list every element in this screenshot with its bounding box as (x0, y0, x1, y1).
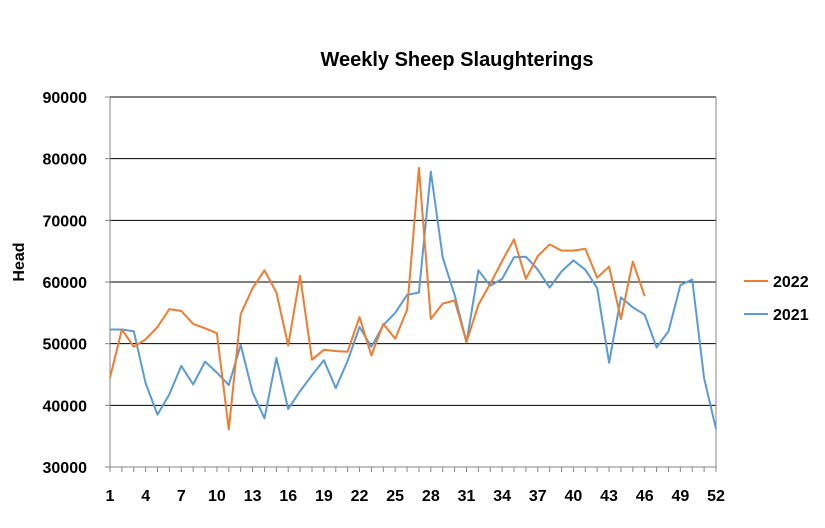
series-lines (109, 166, 717, 431)
legend: 2022 2021 (744, 274, 809, 324)
y-tick-label: 50000 (43, 337, 88, 354)
x-tick-label: 13 (244, 488, 262, 505)
gridlines (110, 96, 716, 406)
chart-title: Weekly Sheep Slaughterings (320, 49, 593, 71)
x-tick-label: 19 (315, 488, 333, 505)
x-tick-label: 7 (177, 488, 186, 505)
y-tick-labels: 30000 40000 50000 60000 70000 80000 90000 (43, 90, 88, 477)
x-tick-label: 34 (493, 488, 511, 505)
x-tick-label: 49 (671, 488, 689, 505)
series-line-2021 (110, 170, 717, 430)
x-tick-label: 1 (106, 488, 115, 505)
x-tick-label: 31 (458, 488, 476, 505)
x-tick-label: 28 (422, 488, 440, 505)
x-tick-label: 43 (600, 488, 618, 505)
x-tick-label: 25 (386, 488, 404, 505)
x-tick-labels: 1 4 7 10 13 16 19 22 25 28 31 34 37 40 43 46 49 52 (106, 488, 725, 505)
x-tick-label: 4 (141, 488, 150, 505)
y-tick-label: 90000 (43, 90, 88, 107)
axes (105, 96, 717, 472)
x-tick-label: 16 (279, 488, 297, 505)
y-tick-label: 80000 (43, 152, 88, 169)
legend-label-2021: 2021 (773, 307, 809, 324)
legend-label-2022: 2022 (773, 274, 809, 291)
y-tick-label: 60000 (43, 275, 88, 292)
y-axis-label: Head (11, 242, 28, 281)
x-tick-label: 46 (636, 488, 654, 505)
x-tick-label: 22 (351, 488, 369, 505)
y-tick-label: 30000 (43, 460, 88, 477)
y-tick-label: 40000 (43, 398, 88, 415)
y-tick-label: 70000 (43, 213, 88, 230)
x-tick-label: 52 (707, 488, 725, 505)
series-line-2022 (109, 166, 646, 431)
x-tick-label: 40 (565, 488, 583, 505)
x-tick-label: 37 (529, 488, 547, 505)
x-tick-label: 10 (208, 488, 226, 505)
